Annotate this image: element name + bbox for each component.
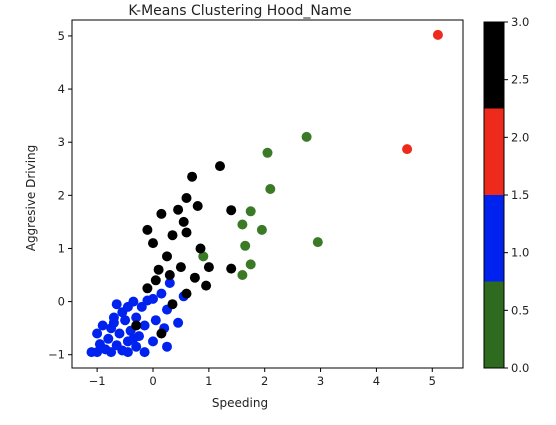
- data-point-cluster-2: [432, 29, 443, 40]
- y-tick-label: 3: [58, 135, 65, 149]
- data-point-cluster-1: [106, 347, 117, 358]
- data-point-cluster-1: [122, 347, 133, 358]
- data-point-cluster-1: [136, 301, 147, 312]
- data-point-cluster-1: [173, 317, 184, 328]
- data-point-cluster-3: [203, 262, 214, 273]
- data-point-cluster-1: [150, 315, 161, 326]
- data-point-cluster-1: [131, 312, 142, 323]
- data-point-cluster-1: [114, 328, 125, 339]
- x-tick-label: 4: [373, 374, 380, 388]
- x-tick-label: 2: [261, 374, 268, 388]
- data-point-cluster-0: [312, 237, 323, 248]
- data-point-cluster-1: [97, 320, 108, 331]
- colorbar-tick-label: 1.0: [511, 246, 529, 260]
- data-point-cluster-3: [167, 230, 178, 241]
- data-point-cluster-0: [245, 206, 256, 217]
- colorbar-band: [484, 108, 504, 195]
- data-point-cluster-0: [265, 184, 276, 194]
- data-point-cluster-1: [148, 336, 158, 347]
- data-point-cluster-0: [237, 219, 248, 230]
- data-point-cluster-3: [175, 262, 186, 273]
- data-point-cluster-3: [201, 280, 212, 291]
- x-tick-label: −1: [89, 374, 106, 388]
- data-point-cluster-3: [187, 171, 198, 182]
- data-point-cluster-0: [262, 147, 273, 158]
- data-point-cluster-1: [120, 315, 131, 326]
- colorbar-band: [484, 22, 504, 109]
- data-point-cluster-1: [111, 299, 122, 310]
- y-axis-label: Aggresive Driving: [24, 145, 38, 252]
- data-point-cluster-1: [128, 333, 139, 344]
- colorbar-tick-label: 3.0: [511, 15, 529, 29]
- y-tick-label: 5: [58, 29, 65, 43]
- x-axis-label: Speeding: [212, 396, 268, 410]
- colorbar-band: [484, 195, 504, 282]
- plot-area-frame: [71, 19, 464, 369]
- data-point-cluster-3: [173, 204, 184, 215]
- colorbar-band: [484, 281, 504, 368]
- y-tick-label: −1: [48, 348, 65, 362]
- colorbar-tick-label: 0.5: [511, 303, 529, 317]
- data-point-cluster-1: [103, 333, 114, 344]
- y-tick-label: 0: [58, 295, 65, 309]
- x-tick-label: 1: [205, 374, 212, 388]
- data-point-cluster-3: [189, 272, 200, 283]
- data-point-cluster-0: [245, 259, 256, 270]
- data-point-cluster-3: [181, 193, 192, 203]
- data-point-cluster-1: [92, 328, 103, 339]
- data-point-cluster-1: [139, 320, 150, 331]
- data-point-cluster-3: [226, 263, 237, 274]
- data-point-cluster-3: [167, 299, 178, 310]
- data-point-cluster-3: [153, 264, 164, 275]
- data-point-cluster-1: [92, 347, 103, 358]
- data-point-cluster-1: [156, 288, 167, 299]
- data-point-cluster-3: [192, 201, 203, 211]
- data-point-cluster-2: [402, 144, 413, 155]
- data-point-cluster-3: [178, 216, 189, 227]
- data-point-cluster-1: [108, 317, 119, 328]
- data-point-cluster-3: [156, 208, 167, 219]
- x-axis: −1 0 1 2 3 4 5: [89, 368, 436, 388]
- data-point-cluster-0: [301, 131, 312, 142]
- colorbar-tick-label: 2.5: [511, 73, 529, 87]
- y-tick-label: 2: [58, 188, 65, 202]
- colorbar: 0.0 0.5 1.0 1.5 2.0 2.5 3.0: [483, 15, 529, 375]
- data-point-cluster-3: [150, 275, 161, 286]
- data-point-cluster-3: [131, 320, 142, 331]
- colorbar-tick-label: 0.0: [511, 361, 529, 375]
- data-point-cluster-3: [148, 238, 158, 249]
- data-point-cluster-0: [240, 240, 251, 251]
- data-point-cluster-1: [117, 307, 128, 318]
- data-point-cluster-3: [142, 224, 153, 235]
- data-point-cluster-0: [256, 224, 267, 235]
- x-tick-label: 5: [429, 374, 436, 388]
- data-point-cluster-1: [164, 278, 175, 288]
- y-tick-label: 1: [58, 241, 65, 255]
- y-tick-label: 4: [58, 82, 65, 96]
- colorbar-tick-label: 2.0: [511, 130, 529, 144]
- data-points: [86, 29, 443, 358]
- data-point-cluster-3: [181, 227, 192, 238]
- y-axis: −1 0 1 2 3 4 5: [48, 29, 72, 362]
- data-point-cluster-3: [215, 161, 225, 172]
- data-point-cluster-3: [142, 283, 153, 294]
- data-point-cluster-3: [195, 243, 206, 254]
- data-point-cluster-1: [139, 347, 150, 358]
- data-point-cluster-3: [156, 328, 167, 339]
- data-point-cluster-3: [226, 205, 237, 216]
- chart-title: K-Means Clustering Hood_Name: [128, 3, 351, 19]
- data-point-cluster-1: [131, 341, 142, 352]
- x-tick-label: 0: [149, 374, 156, 388]
- data-point-cluster-0: [198, 251, 209, 262]
- data-point-cluster-3: [181, 288, 192, 299]
- colorbar-tick-label: 1.5: [511, 188, 529, 202]
- data-point-cluster-1: [162, 341, 172, 352]
- data-point-cluster-3: [162, 251, 172, 262]
- x-tick-label: 3: [317, 374, 324, 388]
- data-point-cluster-3: [164, 270, 175, 280]
- data-point-cluster-0: [237, 270, 248, 280]
